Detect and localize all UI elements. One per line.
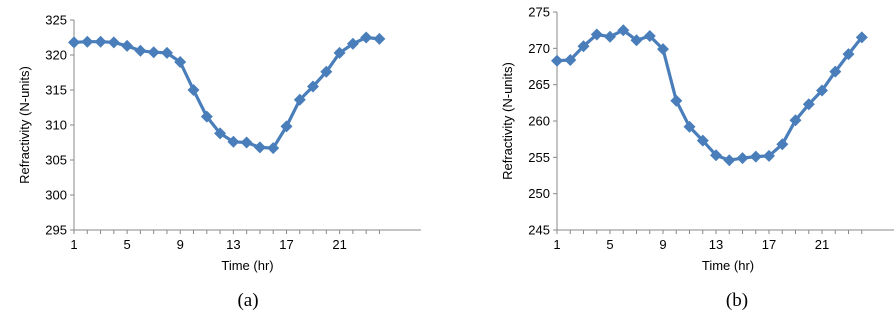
data-point-marker: [240, 136, 253, 149]
data-point-marker: [749, 150, 762, 163]
data-point-marker: [107, 36, 120, 49]
data-point-marker: [200, 110, 213, 123]
data-point-marker: [267, 142, 280, 155]
data-point-marker: [280, 120, 293, 133]
y-tick-label: 320: [45, 48, 67, 63]
data-point-marker: [253, 141, 266, 154]
chart-panel-a: 295 300 305 310 315 320 325 1 5 9 13 17 21 Time (hr) R…: [17, 13, 421, 311]
data-point-marker: [373, 32, 386, 45]
y-tick-label: 275: [528, 5, 550, 20]
series-line: [73, 35, 380, 150]
data-point-marker: [696, 134, 709, 147]
refractivity-chart-a: 295 300 305 310 315 320 325 1 5 9 13 17 21 Time (hr) R…: [17, 13, 421, 273]
x-tick-label: 21: [332, 237, 346, 252]
data-point-marker: [564, 54, 577, 66]
data-point-marker: [683, 120, 696, 133]
data-point-marker: [161, 46, 173, 59]
y-tick-label: 270: [528, 41, 550, 56]
data-point-marker: [630, 34, 643, 47]
data-point-marker: [320, 65, 333, 78]
data-point-marker: [174, 56, 187, 68]
data-point-marker: [134, 44, 147, 57]
x-tick-label: 13: [226, 237, 240, 252]
data-point-marker: [227, 135, 240, 148]
data-point-marker: [604, 30, 616, 43]
x-tick-label: 1: [70, 237, 77, 252]
x-tick-label: 9: [659, 237, 666, 252]
data-point-marker: [214, 127, 227, 140]
y-axis-title: Refractivity (N-units): [500, 62, 515, 180]
data-point-marker: [81, 35, 94, 48]
data-point-marker: [736, 152, 749, 165]
y-tick-label: 325: [45, 13, 67, 28]
panel-label-a: (a): [237, 290, 259, 311]
data-point-marker: [763, 149, 775, 162]
y-tick-label: 265: [528, 77, 550, 92]
y-tick-label: 305: [45, 153, 67, 168]
y-tick-label: 295: [45, 223, 67, 238]
data-point-marker: [723, 154, 736, 167]
data-point-marker: [346, 37, 359, 50]
data-point-marker: [816, 84, 828, 97]
chart-panel-b: 245 250 255 260 265 270 275 1 5 9 13 17 21 Time (hr) R…: [447, 0, 894, 320]
data-point-marker: [670, 94, 683, 107]
data-point-marker: [855, 31, 868, 44]
data-point-marker: [643, 30, 656, 42]
data-point-marker: [789, 114, 802, 127]
data-point-marker: [776, 138, 789, 151]
y-tick-label: 255: [528, 150, 550, 165]
data-point-marker: [802, 98, 815, 111]
y-tick-label: 250: [528, 186, 550, 201]
x-tick-label: 9: [177, 237, 184, 252]
y-tick-label: 245: [528, 223, 550, 238]
data-point-marker: [710, 149, 722, 162]
data-point-marker: [360, 31, 373, 44]
data-point-marker: [293, 93, 306, 106]
series-line: [556, 28, 864, 162]
data-point-marker: [590, 28, 603, 41]
data-point-marker: [842, 48, 855, 61]
data-point-marker: [577, 40, 590, 53]
y-axis-title: Refractivity (N-units): [17, 66, 32, 184]
x-tick-label: 5: [124, 237, 131, 252]
data-point-marker: [121, 39, 134, 52]
panel-label-b: (b): [725, 290, 749, 311]
data-point-marker: [68, 36, 80, 49]
data-point-marker: [657, 43, 669, 56]
data-point-marker: [187, 84, 200, 96]
data-point-marker: [617, 24, 630, 37]
x-axis-title: Time (hr): [221, 258, 273, 273]
x-tick-label: 1: [553, 237, 560, 252]
x-tick-label: 21: [815, 237, 829, 252]
refractivity-chart-b: 245 250 255 260 265 270 275 1 5 9 13 17 21 Time (hr) R…: [500, 5, 894, 273]
x-tick-label: 13: [709, 237, 723, 252]
y-tick-label: 315: [45, 83, 67, 98]
x-tick-label: 17: [762, 237, 776, 252]
data-point-marker: [551, 54, 563, 67]
x-tick-label: 5: [606, 237, 613, 252]
x-axis-title: Time (hr): [702, 258, 754, 273]
data-point-marker: [333, 46, 346, 59]
y-tick-label: 260: [528, 114, 550, 129]
y-tick-label: 310: [45, 118, 67, 133]
data-point-marker: [147, 46, 160, 59]
data-point-marker: [94, 35, 107, 48]
data-point-marker: [829, 65, 842, 78]
y-tick-label: 300: [45, 188, 67, 203]
x-tick-label: 17: [279, 237, 293, 252]
data-point-marker: [307, 80, 319, 93]
